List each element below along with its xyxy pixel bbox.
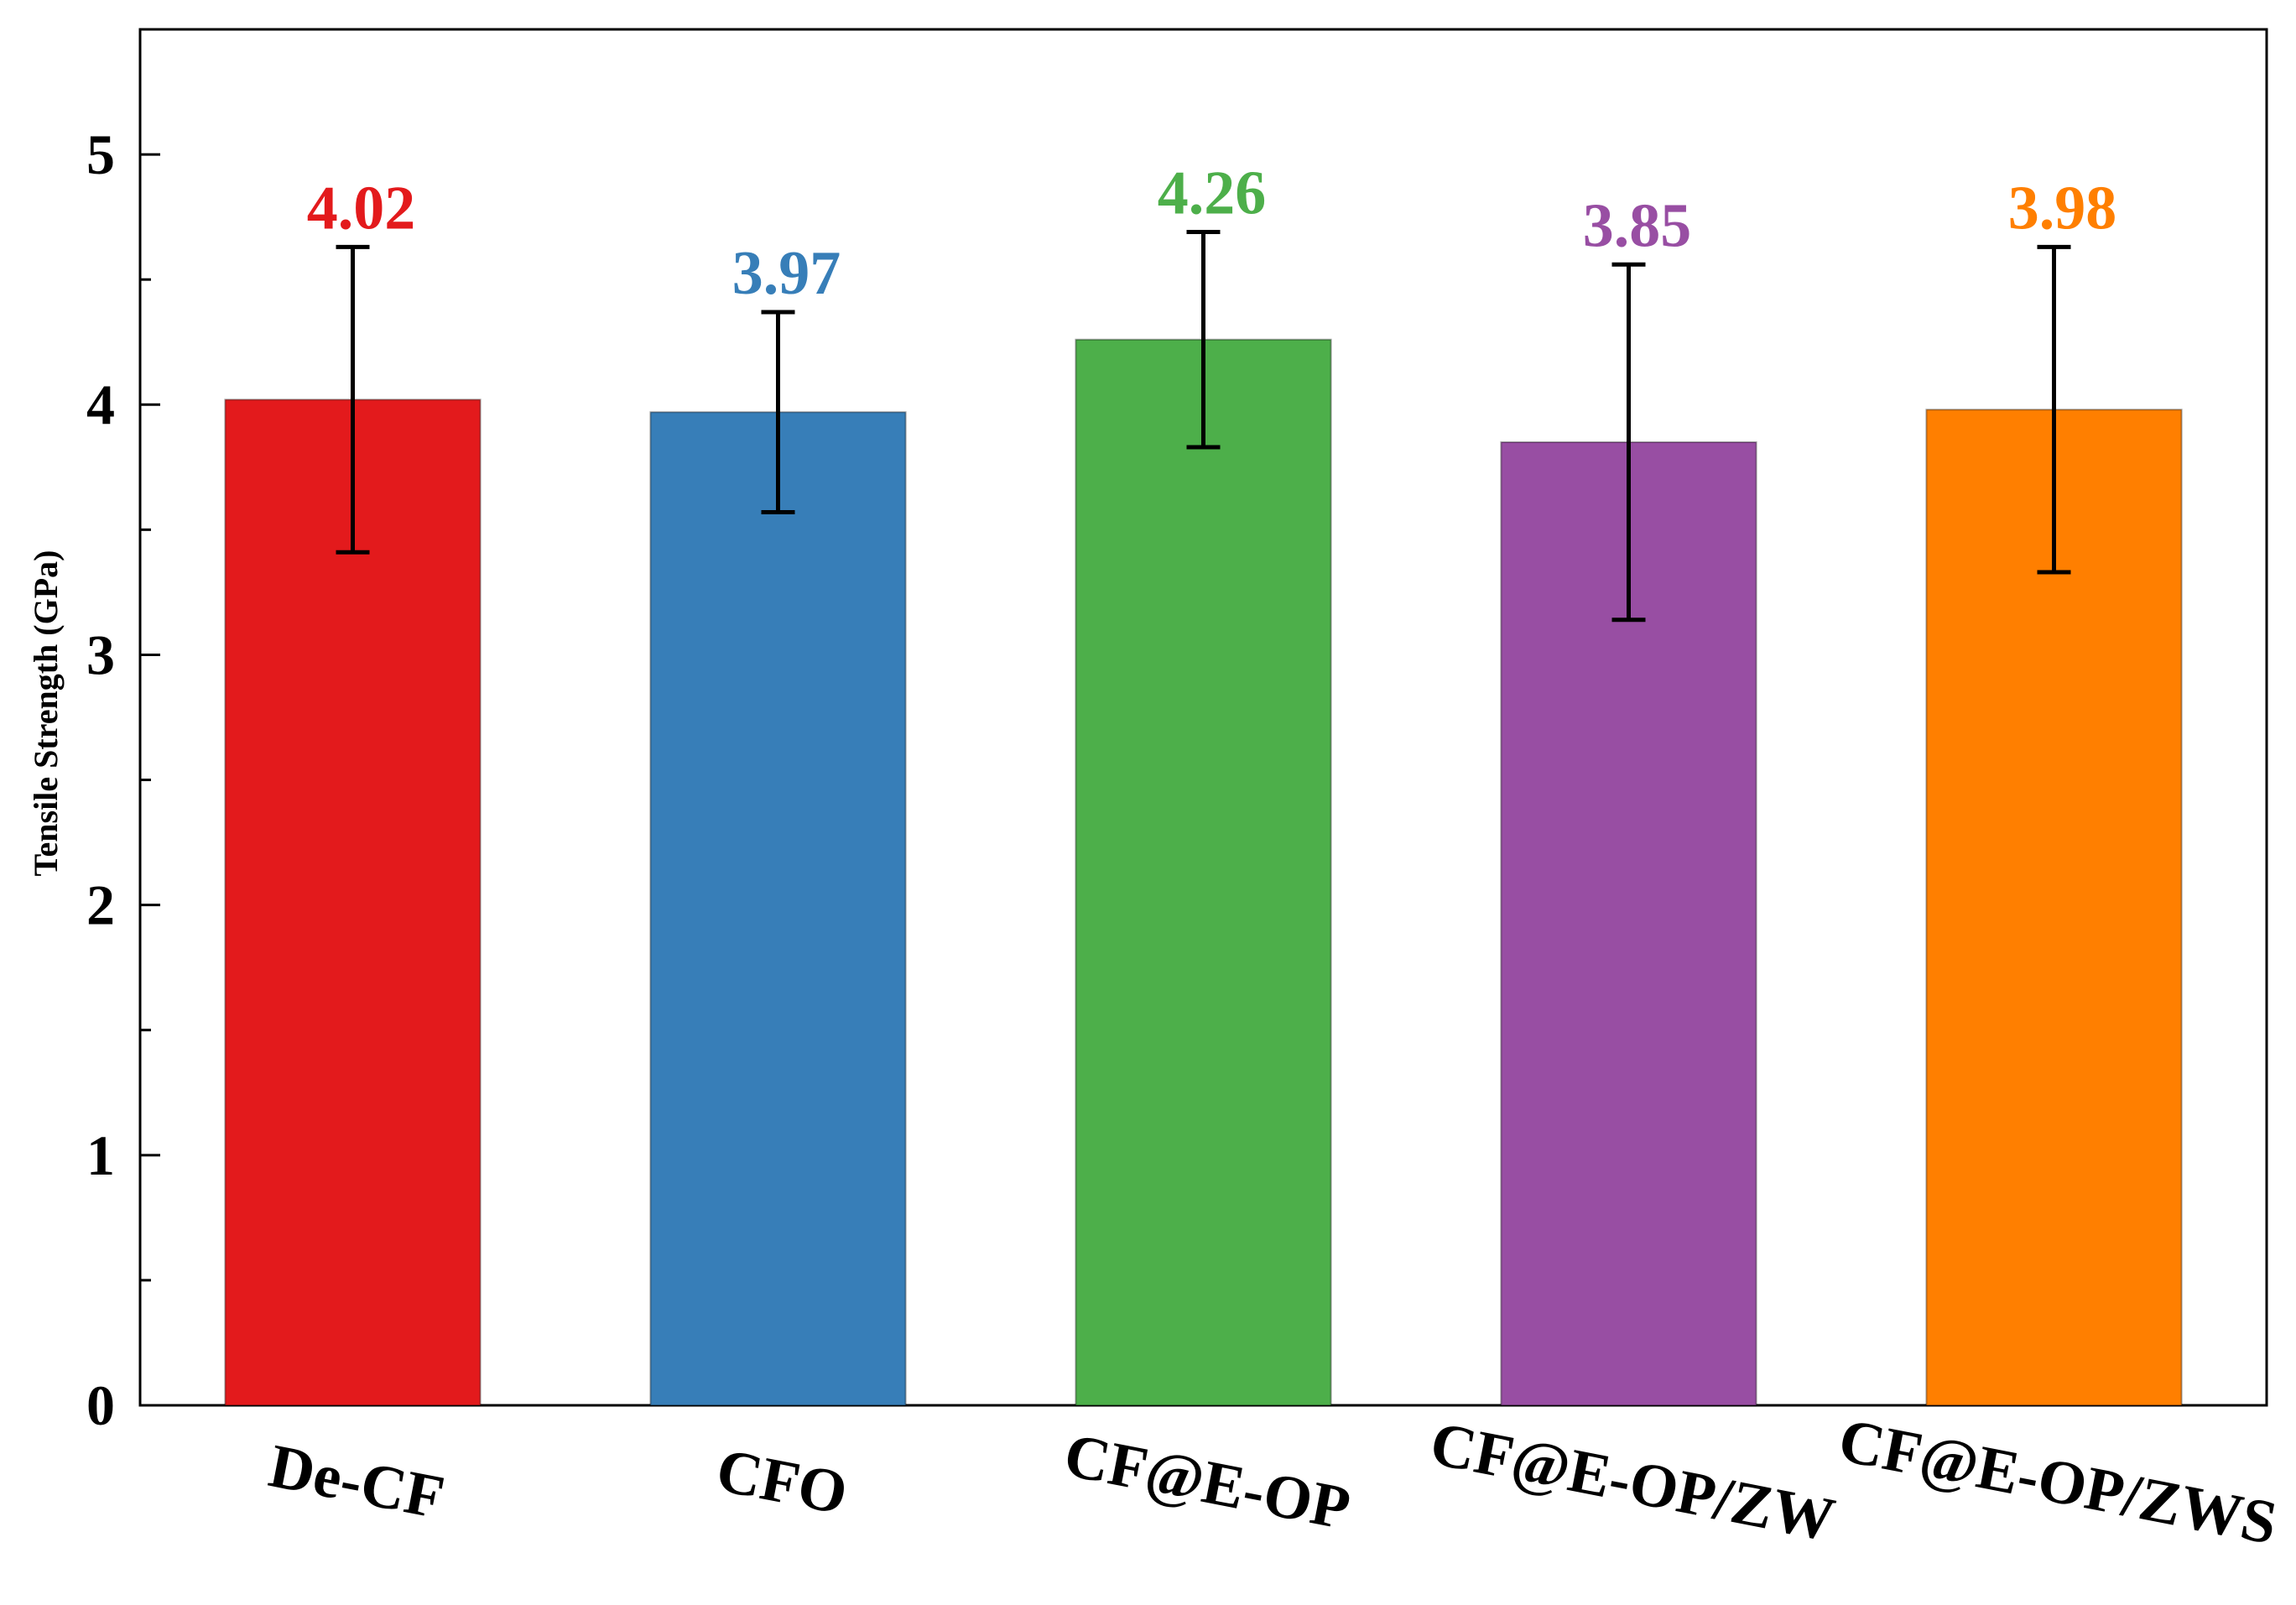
data-label: 4.26 <box>1158 159 1267 228</box>
y-tick-label: 2 <box>86 873 115 937</box>
y-tick-label: 3 <box>86 623 115 686</box>
x-category-label: CF@E-OP <box>1059 1420 1356 1543</box>
x-category-label: CFO <box>711 1436 853 1528</box>
data-labels: 4.02 3.97 4.26 3.85 3.98 <box>307 159 2117 308</box>
y-tick-label: 5 <box>86 122 115 186</box>
y-tick-label: 4 <box>86 373 115 436</box>
x-category-label: De-CF <box>263 1431 449 1532</box>
bar-de-cf <box>224 399 482 1406</box>
data-label: 3.85 <box>1583 191 1692 260</box>
y-axis-ticks: 0 1 2 3 4 5 <box>86 122 160 1437</box>
bars <box>224 338 2183 1407</box>
data-label: 3.98 <box>2008 174 2117 242</box>
bar-cf-e-op-zws <box>1925 409 2183 1407</box>
y-axis-title: Tensile Strength (GPa) <box>27 550 65 877</box>
bar-cf-e-op <box>1075 338 1332 1406</box>
y-tick-label: 0 <box>86 1373 115 1437</box>
data-label: 3.97 <box>732 239 841 308</box>
x-category-label: CF@E-OP/ZW <box>1425 1410 1840 1555</box>
data-label: 4.02 <box>307 174 416 242</box>
y-tick-label: 1 <box>86 1123 115 1187</box>
x-category-label: CF@E-OP/ZWS <box>1833 1406 2282 1558</box>
bar-cfo <box>649 411 907 1407</box>
error-bars <box>336 230 2071 623</box>
